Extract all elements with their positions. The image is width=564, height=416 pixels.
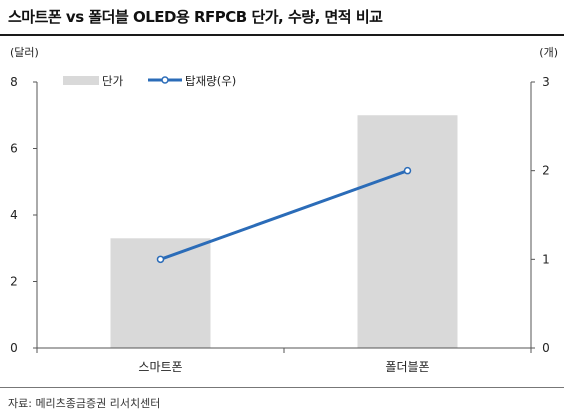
line-series [156, 166, 412, 264]
bar-2 [357, 115, 458, 348]
left-tick-label: 4 [10, 208, 18, 222]
category-label-1: 스마트폰 [138, 360, 182, 374]
legend-bar-label: 단가 [102, 74, 124, 88]
left-tick-label: 6 [10, 142, 18, 156]
chart-title: 스마트폰 vs 폴더블 OLED용 RFPCB 단가, 수량, 면적 비교 [8, 8, 383, 26]
line-series-path [159, 169, 409, 261]
right-tick-label: 0 [542, 341, 550, 355]
category-labels: 스마트폰 폴더블폰 [138, 360, 429, 374]
right-axis-unit: (개) [539, 46, 558, 59]
line-point-2 [403, 166, 412, 175]
right-tick-label: 1 [542, 252, 550, 266]
left-tick-label: 2 [10, 275, 18, 289]
legend-line-label: 탑재량(우) [185, 74, 236, 88]
right-tick-label: 2 [542, 164, 550, 178]
left-tick-label: 8 [10, 75, 18, 89]
axes [36, 82, 532, 353]
right-axis-ticks: 0 1 2 3 [531, 75, 550, 355]
left-axis-unit: (달러) [10, 46, 39, 59]
left-axis-ticks: 0 2 4 6 8 [10, 75, 37, 355]
right-tick-label: 3 [542, 75, 550, 89]
legend-bar-swatch [63, 76, 99, 85]
footer-divider [0, 387, 564, 388]
bar-1 [110, 238, 211, 348]
source-note: 자료: 메리츠종금증권 리서치센터 [8, 397, 161, 410]
bar-series [110, 115, 458, 348]
category-label-2: 폴더블폰 [385, 360, 429, 374]
legend-line-marker [161, 76, 169, 84]
line-point-1 [156, 255, 165, 264]
left-tick-label: 0 [10, 341, 18, 355]
title-divider [0, 34, 564, 36]
chart-area: (달러) (개) 0 2 4 6 8 0 1 2 3 스마트폰 폴더블폰 단가 탑재량(우) [10, 46, 558, 374]
legend: 단가 탑재량(우) [63, 74, 236, 88]
